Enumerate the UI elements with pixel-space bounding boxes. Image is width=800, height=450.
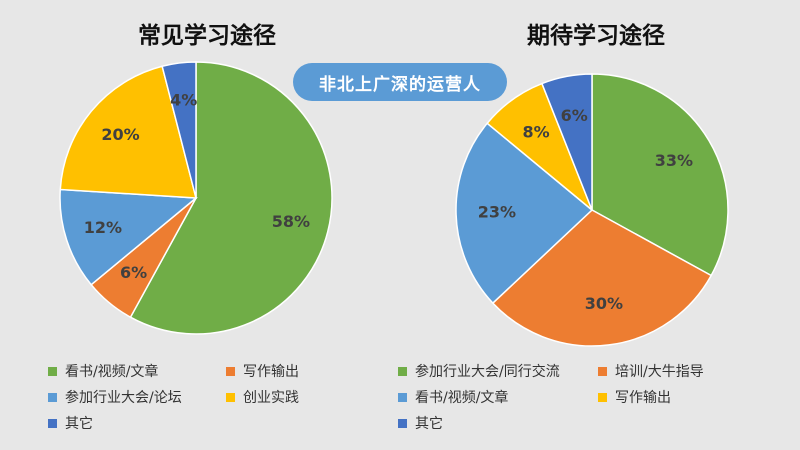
legend-swatch bbox=[398, 392, 407, 402]
legend-item: 其它 bbox=[398, 413, 443, 433]
legend-swatch bbox=[48, 366, 57, 376]
right-pie-slice bbox=[540, 73, 593, 211]
right-pie-slice bbox=[455, 122, 594, 305]
left-pie-data-label: 6% bbox=[120, 263, 147, 282]
legend-item: 创业实践 bbox=[226, 387, 299, 407]
left-pie-slice bbox=[161, 61, 197, 199]
right-pie-slice bbox=[591, 73, 729, 277]
legend-label: 看书/视频/文章 bbox=[415, 390, 509, 406]
legend-label: 写作输出 bbox=[243, 364, 299, 380]
right-pie: 33% 30% 23% 8% 6% bbox=[455, 73, 729, 347]
legend-swatch bbox=[598, 366, 607, 376]
left-pie-data-label: 58% bbox=[272, 212, 310, 231]
legend-label: 参加行业大会/同行交流 bbox=[415, 364, 560, 380]
legend-label: 参加行业大会/论坛 bbox=[65, 390, 182, 406]
legend-swatch bbox=[226, 366, 235, 376]
left-pie-slice bbox=[59, 188, 198, 286]
legend-label: 其它 bbox=[415, 416, 443, 432]
left-pie-slice bbox=[129, 61, 333, 335]
legend-swatch bbox=[398, 418, 407, 428]
legend-item: 写作输出 bbox=[598, 387, 671, 407]
right-pie-data-label: 30% bbox=[585, 294, 623, 313]
right-pie-data-label: 23% bbox=[478, 202, 516, 221]
legend-swatch bbox=[598, 392, 607, 402]
left-pie: 58% 6% 12% 20% 4% bbox=[59, 61, 333, 335]
left-chart-title: 常见学习途径 bbox=[138, 23, 276, 49]
right-pie-slice bbox=[491, 209, 713, 347]
audience-badge: 非北上广深的运营人 bbox=[293, 63, 507, 101]
right-pie-data-label: 33% bbox=[655, 151, 693, 170]
left-pie-slice bbox=[59, 65, 197, 199]
legend-item: 参加行业大会/同行交流 bbox=[398, 361, 560, 381]
legend-swatch bbox=[226, 392, 235, 402]
legend-item: 参加行业大会/论坛 bbox=[48, 387, 182, 407]
legend-label: 其它 bbox=[65, 416, 93, 432]
right-pie-data-label: 6% bbox=[561, 106, 588, 125]
legend-swatch bbox=[48, 392, 57, 402]
legend-label: 培训/大牛指导 bbox=[615, 364, 704, 380]
legend-item: 培训/大牛指导 bbox=[598, 361, 704, 381]
right-pie-data-label: 8% bbox=[522, 122, 549, 141]
legend-item: 写作输出 bbox=[226, 361, 299, 381]
legend-item: 看书/视频/文章 bbox=[48, 361, 158, 381]
legend-label: 看书/视频/文章 bbox=[65, 364, 159, 380]
legend-item: 其它 bbox=[48, 413, 93, 433]
legend-label: 创业实践 bbox=[243, 390, 299, 406]
left-pie-data-label: 12% bbox=[84, 218, 122, 237]
left-pie-data-label: 20% bbox=[101, 125, 139, 144]
legend-swatch bbox=[398, 366, 407, 376]
legend-label: 写作输出 bbox=[615, 390, 671, 406]
legend-swatch bbox=[48, 418, 57, 428]
legend-item: 看书/视频/文章 bbox=[398, 387, 508, 407]
right-chart-title: 期待学习途径 bbox=[527, 23, 665, 49]
left-pie-data-label: 4% bbox=[170, 90, 197, 109]
